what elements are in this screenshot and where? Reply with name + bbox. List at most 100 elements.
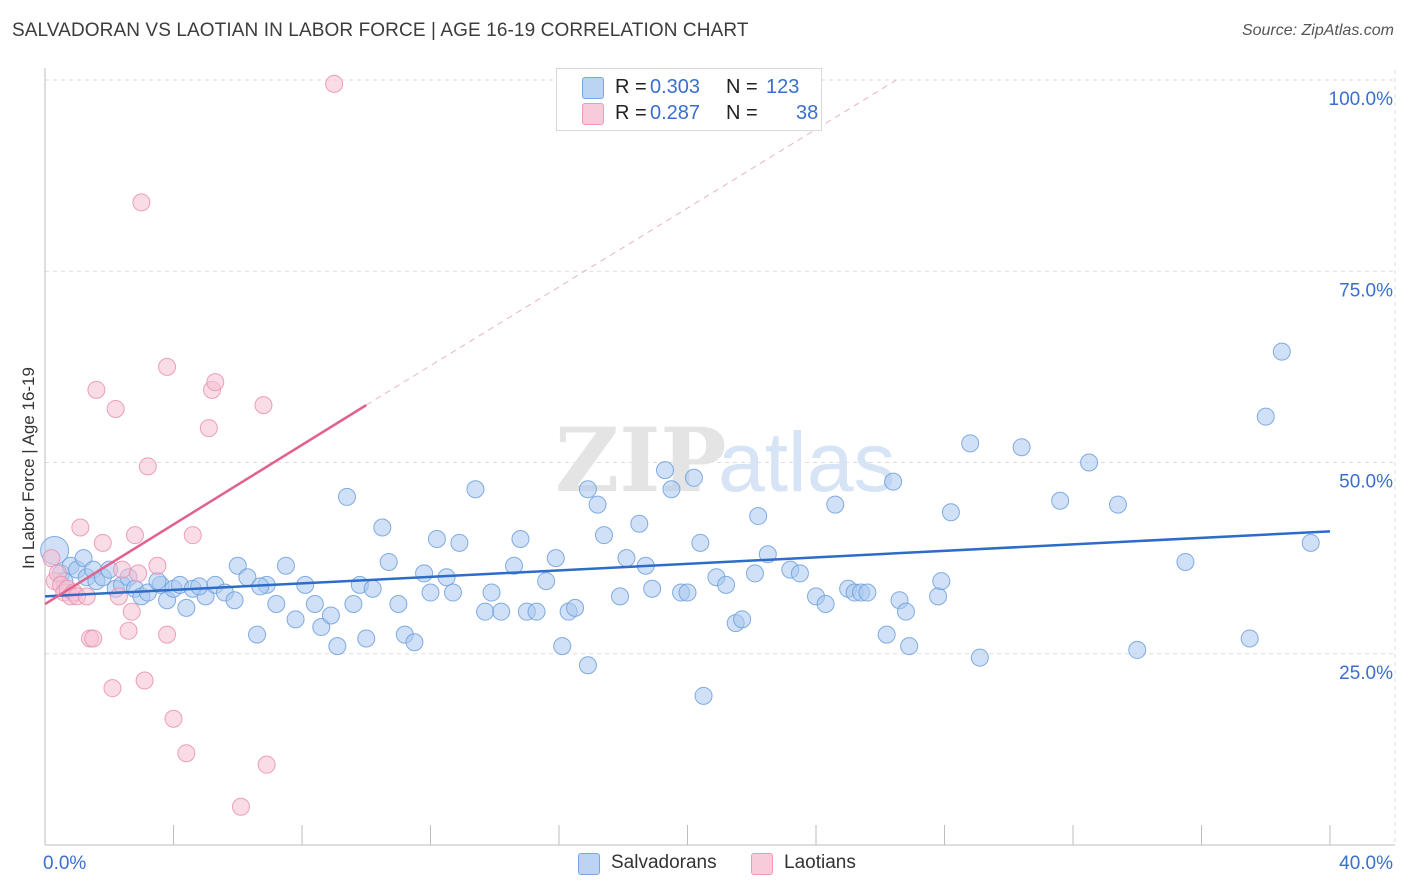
salvadoran-point	[1080, 453, 1099, 472]
data-points	[40, 74, 1320, 816]
salvadoran-point	[296, 575, 315, 594]
legend-r-label: R =	[615, 76, 647, 98]
y-tick-label: 50.0%	[1339, 472, 1393, 493]
salvadoran-point	[1051, 491, 1070, 510]
tick-labels: 25.0% 50.0% 75.0% 100.0% 0.0% 40.0%	[43, 89, 1393, 874]
salvadoran-point	[373, 518, 392, 537]
salvadoran-point	[286, 610, 305, 629]
salvadoran-point	[717, 575, 736, 594]
salvadoran-point	[749, 507, 768, 526]
salvadoran-point	[884, 472, 903, 491]
salvadoran-point	[466, 480, 485, 499]
salvadoran-point	[379, 552, 398, 571]
y-tick-label: 25.0%	[1339, 663, 1393, 684]
laotian-point	[231, 797, 250, 816]
laotian-point	[257, 755, 276, 774]
legend-swatch-pink	[582, 103, 604, 125]
laotian-point	[93, 533, 112, 552]
salvadoran-point	[546, 549, 565, 568]
salvadoran-point	[630, 514, 649, 533]
laotian-point	[132, 193, 151, 212]
salvadoran-point	[415, 564, 434, 583]
legend-n-label: N =	[726, 76, 758, 98]
salvadoran-point	[961, 434, 980, 453]
salvadoran-point	[511, 530, 530, 548]
laotian-point	[71, 518, 90, 537]
salvadoran-point	[1301, 533, 1320, 552]
y-tick-label: 100.0%	[1329, 89, 1394, 110]
salvadoran-point	[389, 595, 408, 614]
salvadoran-point	[482, 583, 501, 602]
watermark-zip: ZIP	[555, 408, 727, 512]
salvadoran-point	[578, 480, 597, 499]
salvadoran-point	[337, 487, 356, 506]
salvadoran-point	[190, 577, 209, 596]
legend-swatch-blue	[582, 77, 604, 99]
laotian-point	[106, 399, 125, 418]
salvadoran-point	[537, 572, 556, 591]
salvadoran-point	[691, 533, 710, 552]
salvadoran-point	[900, 637, 919, 656]
laotian-point	[129, 564, 148, 583]
legend-r-value: 0.303	[650, 76, 701, 98]
source-label: Source: ZipAtlas.com	[1241, 22, 1394, 39]
salvadoran-point	[929, 587, 948, 606]
salvadoran-point	[228, 556, 247, 575]
salvadoran-point	[588, 495, 607, 514]
salvadoran-point	[1240, 629, 1259, 648]
salvadoran-point	[328, 637, 347, 656]
salvadoran-point	[1176, 552, 1195, 571]
salvadoran-point	[896, 602, 915, 621]
salvadoran-point	[527, 602, 546, 621]
salvadoran-point	[450, 533, 469, 552]
salvadoran-point	[594, 526, 613, 545]
y-tick-label: 75.0%	[1339, 280, 1393, 301]
salvadoran-point	[1256, 407, 1275, 426]
stats-legend: R = 0.303 N = 123 R = 0.287 N = 38	[556, 68, 822, 131]
salvadoran-point	[421, 583, 440, 602]
legend-label: Salvadorans	[611, 852, 717, 873]
salvadoran-point	[344, 595, 363, 614]
salvadoran-point	[684, 468, 703, 487]
salvadoran-point	[357, 629, 376, 648]
salvadoran-point	[505, 556, 524, 575]
x-tick-label: 40.0%	[1339, 853, 1393, 874]
salvadoran-point	[745, 564, 764, 583]
laotian-point	[122, 602, 141, 621]
watermark-atlas: atlas	[718, 415, 895, 509]
salvadoran-point	[566, 598, 585, 617]
salvadoran-point	[1272, 342, 1291, 361]
salvadoran-point	[248, 625, 267, 644]
laotian-point	[164, 709, 183, 728]
salvadoran-point	[643, 579, 662, 598]
laotian-point	[183, 526, 202, 545]
laotian-point	[138, 457, 157, 476]
salvadoran-point	[970, 648, 989, 667]
laotian-point	[113, 560, 132, 579]
laotian-trend-line	[44, 404, 367, 606]
laotian-trend-extension	[365, 79, 897, 406]
salvadoran-point	[363, 579, 382, 598]
salvadoran-point	[941, 503, 960, 522]
salvadoran-point	[74, 549, 93, 568]
axes	[44, 68, 1395, 846]
salvadoran-point	[932, 572, 951, 591]
salvadoran-point	[858, 583, 877, 602]
salvadoran-point	[816, 595, 835, 614]
laotian-point	[158, 625, 177, 644]
salvadoran-point	[321, 606, 340, 625]
legend-n-label: N =	[726, 102, 758, 124]
salvadoran-point	[617, 549, 636, 568]
laotian-point	[103, 679, 122, 698]
salvadoran-point	[1012, 438, 1031, 457]
salvadoran-point	[305, 595, 324, 614]
legend-n-value: 123	[766, 76, 800, 98]
salvadoran-point	[1108, 495, 1127, 514]
salvadoran-point	[312, 617, 331, 636]
laotian-point	[109, 587, 128, 606]
laotian-point	[77, 587, 96, 606]
legend-n-value: 38	[796, 102, 819, 124]
salvadoran-point	[148, 572, 167, 591]
salvadoran-point	[1128, 640, 1147, 659]
